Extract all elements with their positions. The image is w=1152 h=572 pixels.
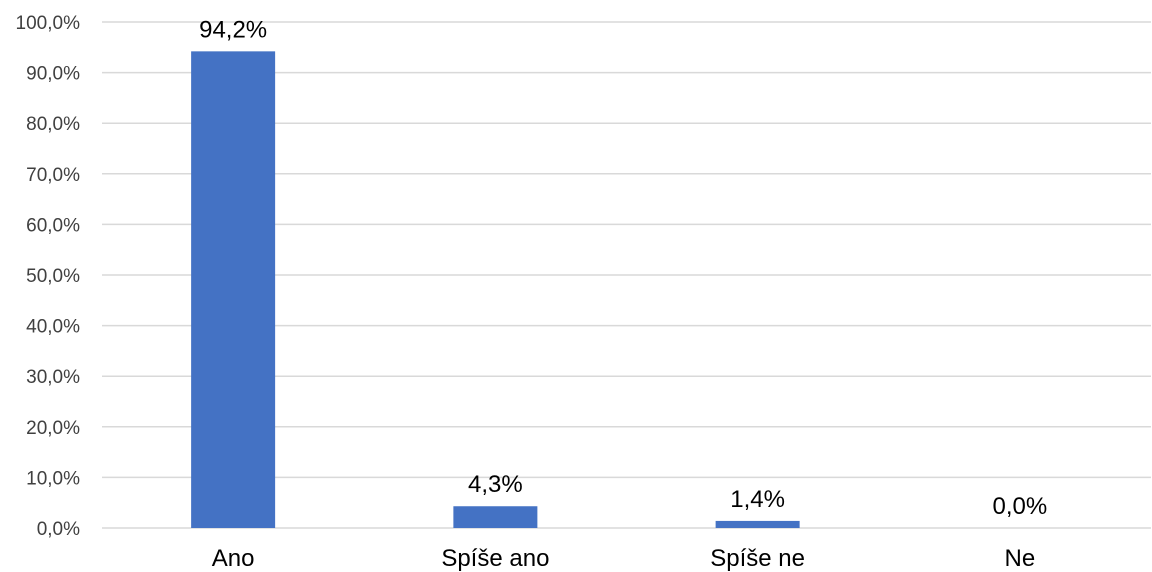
y-tick-label: 50,0%	[26, 266, 80, 287]
bars	[191, 51, 800, 529]
data-label: 4,3%	[468, 471, 523, 498]
bar-2	[453, 506, 538, 528]
y-tick-label: 30,0%	[26, 367, 80, 388]
x-axis-categories: Ano Spíše ano Spíše ne Ne	[212, 545, 1035, 572]
y-tick-label: 100,0%	[16, 13, 81, 34]
bar-3	[715, 520, 800, 528]
y-tick-label: 10,0%	[26, 468, 80, 489]
y-tick-label: 70,0%	[26, 165, 80, 186]
gridlines	[102, 21, 1151, 529]
bar-1	[191, 51, 276, 529]
x-category-label: Spíše ne	[710, 545, 805, 572]
data-label: 0,0%	[993, 493, 1048, 520]
y-tick-label: 40,0%	[26, 317, 80, 338]
y-axis-ticks: 0,0% 10,0% 20,0% 30,0% 40,0% 50,0% 60,0% 70,0% 8…	[16, 13, 81, 540]
x-category-label: Ano	[212, 545, 255, 572]
y-tick-label: 90,0%	[26, 64, 80, 85]
y-tick-label: 80,0%	[26, 114, 80, 135]
y-tick-label: 20,0%	[26, 418, 80, 439]
data-labels: 94,2% 4,3% 1,4% 0,0%	[199, 16, 1047, 520]
data-label: 1,4%	[730, 486, 785, 513]
x-category-label: Ne	[1005, 545, 1036, 572]
y-tick-label: 60,0%	[26, 215, 80, 236]
data-label: 94,2%	[199, 16, 267, 43]
y-tick-label: 0,0%	[37, 519, 80, 540]
x-category-label: Spíše ano	[441, 545, 549, 572]
